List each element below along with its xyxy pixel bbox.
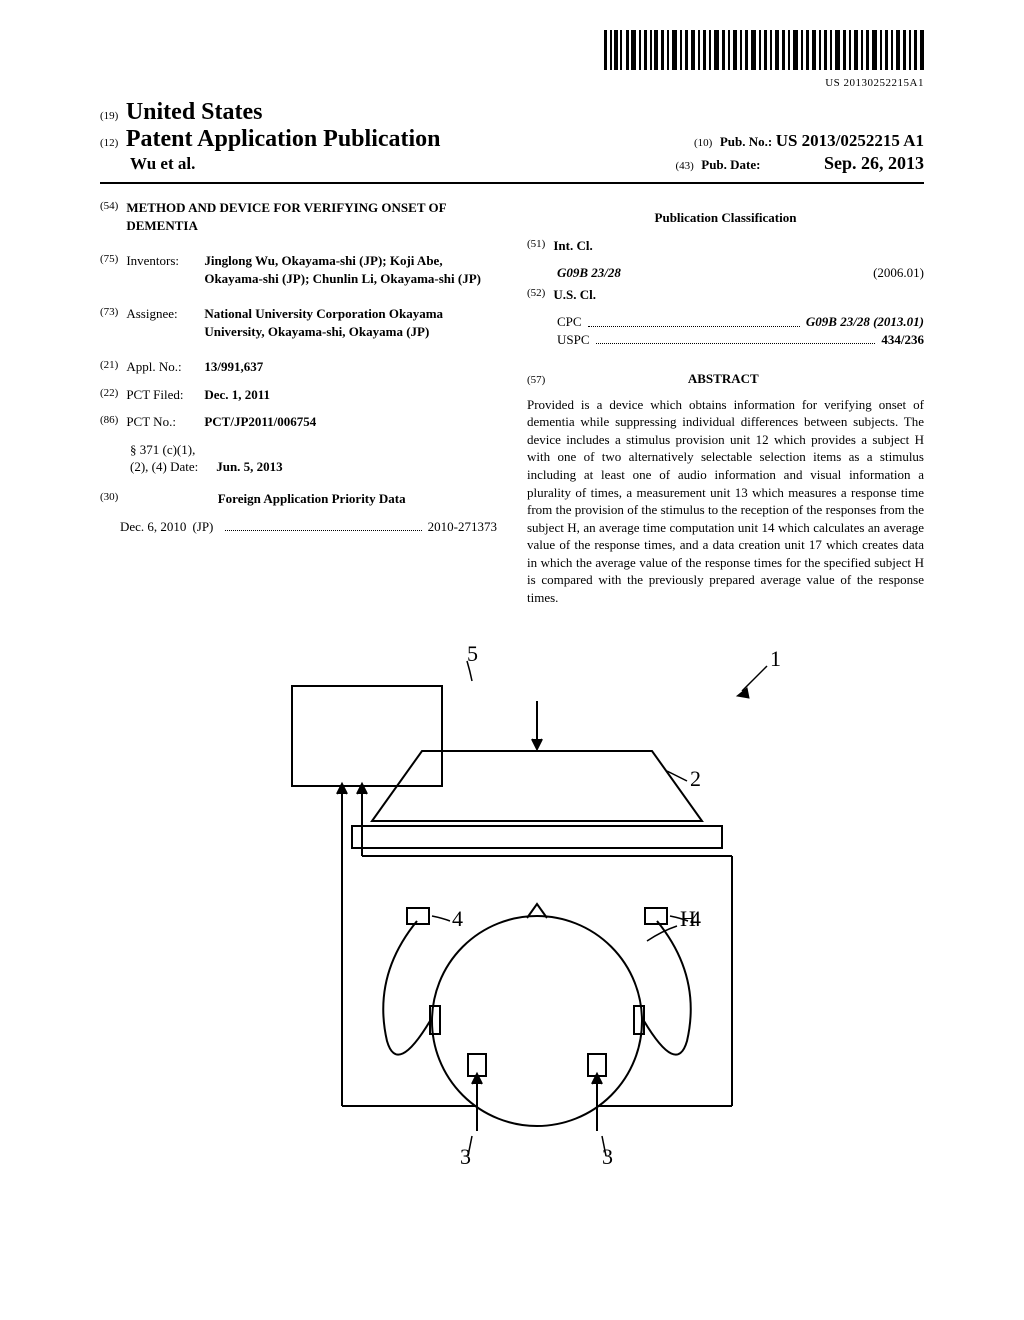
section-371-label: § 371 (c)(1), [130,441,497,459]
cpc-label: CPC [557,313,582,331]
assignee-label: Assignee: [126,305,196,340]
pub-num: US 2013/0252215 A1 [776,131,924,150]
figure-container: 5 2 1 [100,646,924,1166]
code-21: (21) [100,358,118,376]
code-57: (57) [527,374,545,386]
code-10: (10) [694,137,712,149]
pub-date: Sep. 26, 2013 [824,153,924,173]
authors: Wu et al. [130,154,195,173]
dotted-fill [596,327,876,345]
pct-filed-label: PCT Filed: [126,386,196,404]
priority-date: Dec. 6, 2010 [120,518,186,536]
code-75: (75) [100,252,118,287]
pub-date-label: Pub. Date: [701,157,760,172]
patent-figure: 5 2 1 [222,646,802,1166]
code-54: (54) [100,199,118,234]
code-43: (43) [675,160,693,172]
barcode-image [604,30,924,70]
svg-text:4: 4 [452,906,463,931]
uspc-label: USPC [557,331,590,349]
appl-label: Appl. No.: [126,358,196,376]
pub-num-label: Pub. No.: [720,134,772,149]
priority-country: (JP) [192,518,213,536]
country: United States [126,99,263,125]
code-86: (86) [100,413,118,431]
left-column: (54) METHOD AND DEVICE FOR VERIFYING ONS… [100,199,497,606]
dotted-fill [588,309,800,327]
svg-text:2: 2 [690,766,701,791]
section-371-date: Jun. 5, 2013 [216,458,282,476]
pub-class-title: Publication Classification [527,209,924,227]
svg-text:3: 3 [602,1144,613,1166]
code-30: (30) [100,490,118,508]
code-73: (73) [100,305,118,340]
priority-num: 2010-271373 [428,518,497,536]
inventors-label: Inventors: [126,252,196,287]
uspc-value: 434/236 [881,331,924,349]
barcode-number: US 20130252215A1 [100,77,924,89]
right-column: Publication Classification (51) Int. Cl.… [527,199,924,606]
assignee: National University Corporation Okayama … [204,305,497,340]
header: (19) United States (12) Patent Applicati… [100,99,924,184]
us-cl-label: U.S. Cl. [553,286,596,304]
appl-no: 13/991,637 [204,358,263,376]
svg-text:3: 3 [460,1144,471,1166]
publication-type: Patent Application Publication [126,126,441,152]
svg-text:4: 4 [690,906,701,931]
pct-filed: Dec. 1, 2011 [204,386,270,404]
svg-text:1: 1 [770,646,781,671]
pct-no: PCT/JP2011/006754 [204,413,316,431]
int-cl-code: G09B 23/28 [557,264,621,282]
code-52: (52) [527,286,545,304]
invention-title: METHOD AND DEVICE FOR VERIFYING ONSET OF… [126,199,497,234]
code-12: (12) [100,137,118,149]
inventors: Jinglong Wu, Okayama-shi (JP); Koji Abe,… [204,252,497,287]
section-371-date-label: (2), (4) Date: [130,458,198,476]
abstract-title: ABSTRACT [549,370,898,388]
int-cl-year: (2006.01) [873,264,924,282]
body-columns: (54) METHOD AND DEVICE FOR VERIFYING ONS… [100,199,924,606]
dotted-fill [225,514,421,532]
int-cl-label: Int. Cl. [553,237,592,255]
svg-text:5: 5 [467,646,478,666]
barcode-section: US 20130252215A1 [100,30,924,89]
pct-no-label: PCT No.: [126,413,196,431]
foreign-priority-label: Foreign Application Priority Data [126,490,497,508]
code-22: (22) [100,386,118,404]
abstract-text: Provided is a device which obtains infor… [527,396,924,607]
code-19: (19) [100,110,118,122]
code-51: (51) [527,237,545,255]
